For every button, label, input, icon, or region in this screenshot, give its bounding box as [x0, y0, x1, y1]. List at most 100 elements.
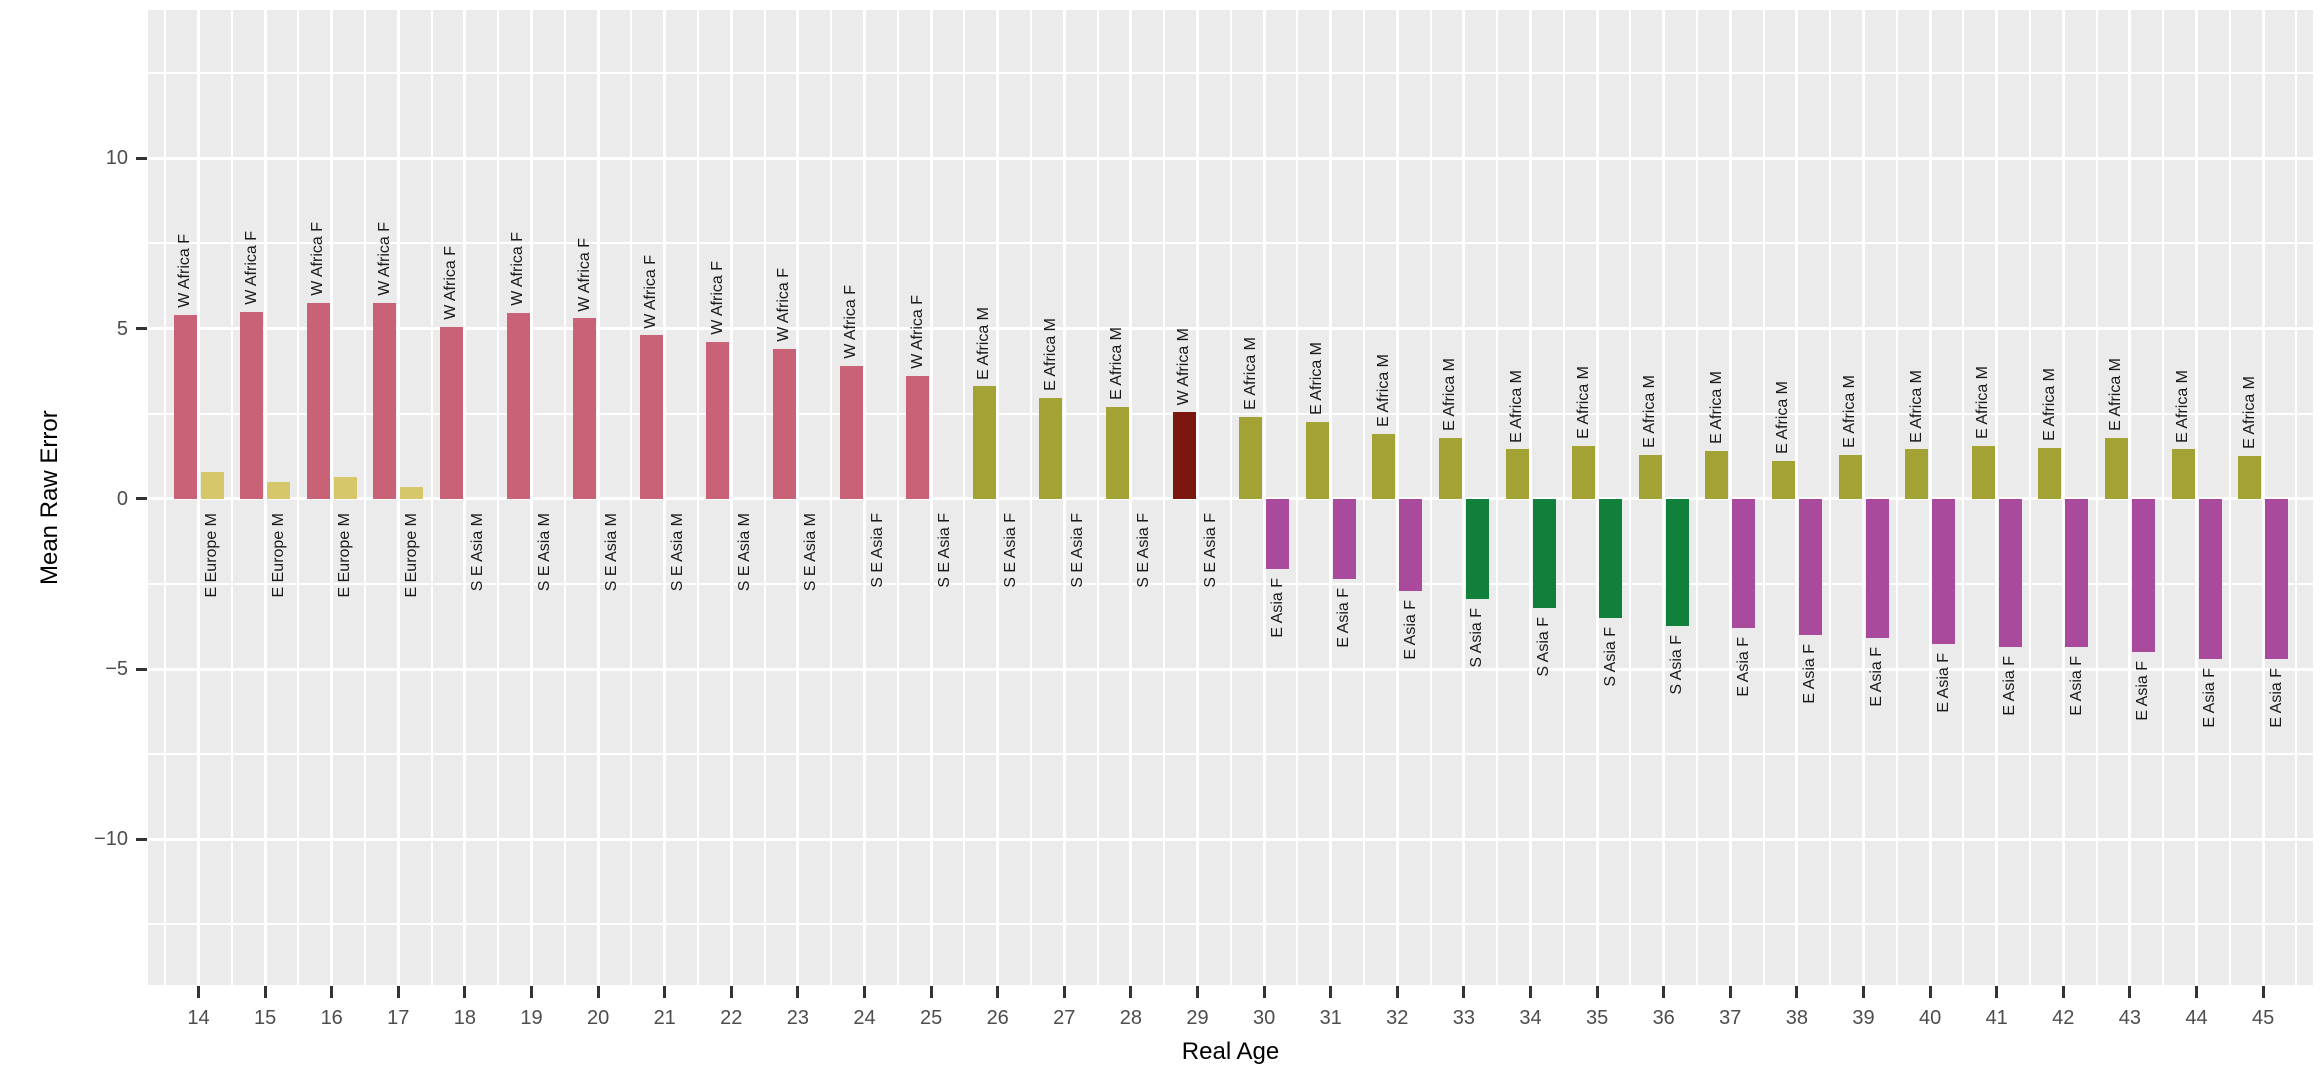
x-tick-label: 38 [1785, 1007, 1809, 1029]
bar-label-negative: S E Asia M [536, 512, 553, 592]
gridline-major-vertical [1728, 10, 1732, 985]
bar-positive [1039, 398, 1063, 499]
gridline-major-vertical [1395, 10, 1399, 985]
x-tick-label: 29 [1186, 1007, 1209, 1029]
y-tick-mark [136, 156, 147, 160]
bar-label-positive: E Africa M [1974, 366, 1992, 440]
bar-label-negative: E Asia F [2267, 667, 2285, 728]
bar-label-positive: E Africa M [1241, 337, 1259, 411]
bar-positive [2104, 437, 2128, 499]
bar-label-negative: E Asia F [2201, 667, 2218, 728]
bar-label-positive: W Africa F [708, 261, 726, 336]
bar-positive [1705, 451, 1729, 499]
bar-negative [2265, 498, 2289, 659]
x-tick-mark [263, 986, 267, 998]
x-tick-mark [729, 986, 733, 998]
x-tick-mark [530, 986, 533, 998]
x-tick-label: 42 [2052, 1007, 2075, 1029]
bar-label-positive: E Africa M [1841, 374, 1858, 448]
bar-label-positive: E Africa M [2040, 367, 2058, 441]
bar-positive [1172, 411, 1196, 499]
x-tick-label: 21 [653, 1007, 676, 1029]
bar-label-positive: W Africa F [575, 237, 593, 312]
x-tick-label: 15 [253, 1007, 277, 1029]
x-tick-label: 45 [2251, 1007, 2275, 1029]
gridline-major-vertical [1062, 10, 1066, 985]
x-tick-mark [1395, 986, 1399, 998]
bar-label-negative: S E Asia M [469, 512, 487, 592]
bar-label-positive: E Africa M [2107, 357, 2125, 431]
bar-label-positive: E Africa M [2240, 376, 2258, 450]
gridline-major-vertical [1329, 10, 1333, 985]
bar-label-positive: W Africa F [442, 246, 460, 320]
bar-label-positive: E Africa M [1374, 354, 1392, 428]
bar-positive [1838, 454, 1862, 499]
gridline-major-vertical [1662, 10, 1666, 985]
bar-positive [839, 366, 863, 499]
gridline-major-vertical [729, 10, 733, 985]
x-tick-mark [1595, 986, 1599, 998]
gridline-major-vertical [1995, 10, 1999, 985]
x-tick-mark [596, 986, 600, 998]
x-tick-mark [396, 986, 400, 998]
bar-label-negative: E Europe M [269, 512, 287, 598]
bar-label-positive: E Africa M [1707, 371, 1725, 445]
bar-positive [506, 313, 530, 499]
bar-label-negative: E Asia F [1268, 577, 1286, 638]
gridline-major-vertical [396, 10, 400, 985]
x-tick-mark [796, 986, 800, 998]
bar-label-negative: S E Asia M [802, 512, 820, 592]
bar-label-negative: S E Asia F [1202, 512, 1219, 588]
x-tick-label: 28 [1119, 1007, 1143, 1029]
bar-label-negative: S Asia F [1468, 608, 1486, 668]
x-tick-mark [1262, 986, 1266, 998]
bar-negative [2198, 498, 2222, 659]
x-tick-label: 17 [387, 1007, 410, 1029]
bar-label-positive: E Africa M [1508, 369, 1525, 443]
bar-label-negative: E Asia F [1934, 652, 1952, 713]
x-tick-label: 14 [187, 1007, 210, 1029]
gridline-major-vertical [1862, 10, 1865, 985]
y-tick-mark [136, 497, 147, 501]
bar-positive [2171, 449, 2195, 499]
x-tick-label: 18 [453, 1007, 477, 1029]
gridline-major-horizontal [148, 497, 2313, 501]
bar-positive [1638, 454, 1662, 499]
x-tick-mark [2128, 986, 2132, 998]
bar-label-positive: E Africa M [2174, 369, 2191, 443]
bar-negative [2131, 498, 2155, 653]
bar-label-positive: W Africa F [775, 268, 793, 342]
bar-label-negative: E Europe M [402, 512, 420, 598]
bar-label-positive: E Africa M [1907, 369, 1925, 443]
bar-label-negative: E Asia F [1868, 647, 1885, 707]
bar-label-positive: W Africa F [642, 254, 660, 329]
bar-negative [1998, 498, 2022, 647]
gridline-major-vertical [663, 10, 667, 985]
bar-positive [1771, 461, 1795, 499]
x-tick-mark [1862, 986, 1865, 998]
x-tick-label: 22 [720, 1007, 743, 1029]
x-tick-label: 41 [1985, 1007, 2008, 1029]
bar-label-negative: E Europe M [336, 512, 354, 598]
bar-negative [333, 476, 357, 499]
y-tick-label: −5 [105, 658, 128, 681]
gridline-major-vertical [1928, 10, 1932, 985]
x-tick-mark [1329, 986, 1333, 998]
x-tick-label: 19 [520, 1007, 543, 1029]
gridline-major-vertical [596, 10, 600, 985]
x-tick-mark [1795, 986, 1799, 998]
x-tick-label: 16 [320, 1007, 343, 1029]
gridline-major-vertical [1529, 10, 1532, 985]
gridline-major-horizontal [148, 156, 2313, 160]
bar-positive [173, 314, 197, 499]
gridline-major-vertical [1129, 10, 1133, 985]
bar-positive [373, 303, 397, 499]
x-tick-label: 35 [1585, 1007, 1609, 1029]
bar-negative [1532, 498, 1556, 608]
bar-label-positive: E Africa M [1108, 326, 1126, 400]
gridline-major-vertical [197, 10, 200, 985]
bar-label-negative: E Asia F [1801, 644, 1819, 704]
bar-label-negative: E Asia F [1734, 637, 1752, 697]
x-tick-mark [863, 986, 866, 998]
gridline-major-vertical [2128, 10, 2132, 985]
